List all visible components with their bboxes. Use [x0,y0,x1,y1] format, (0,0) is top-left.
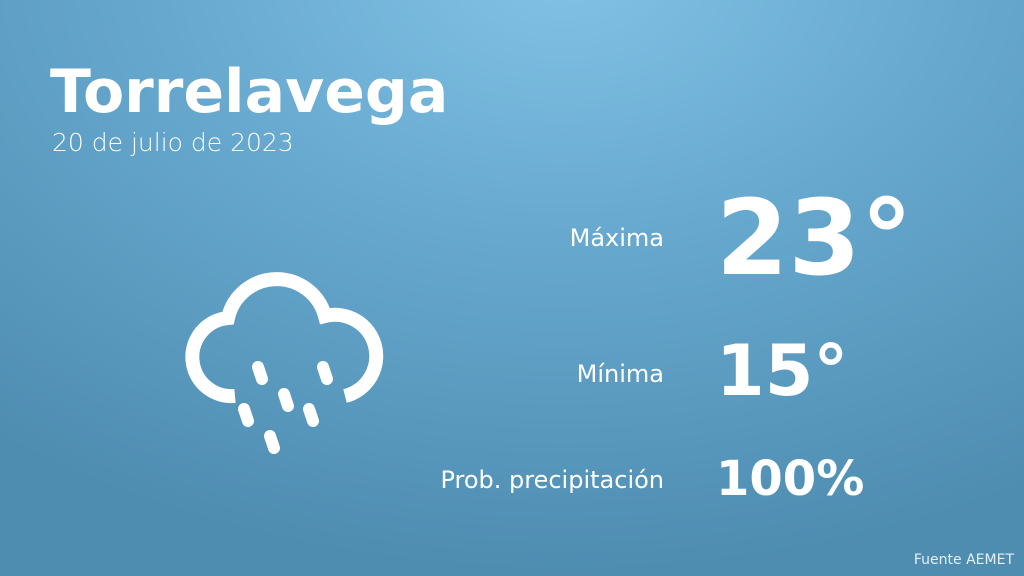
precip-value: 100% [716,451,865,507]
max-value: 23° [716,177,913,299]
rain-cloud-icon [185,272,384,454]
max-label: Máxima [569,224,664,252]
forecast-date: 20 de julio de 2023 [52,128,294,157]
min-value: 15° [716,330,849,412]
min-label: Mínima [576,360,664,388]
precip-label: Prob. precipitación [440,466,664,494]
source-credit: Fuente AEMET [913,552,1014,568]
city-title: Torrelavega [50,57,449,127]
